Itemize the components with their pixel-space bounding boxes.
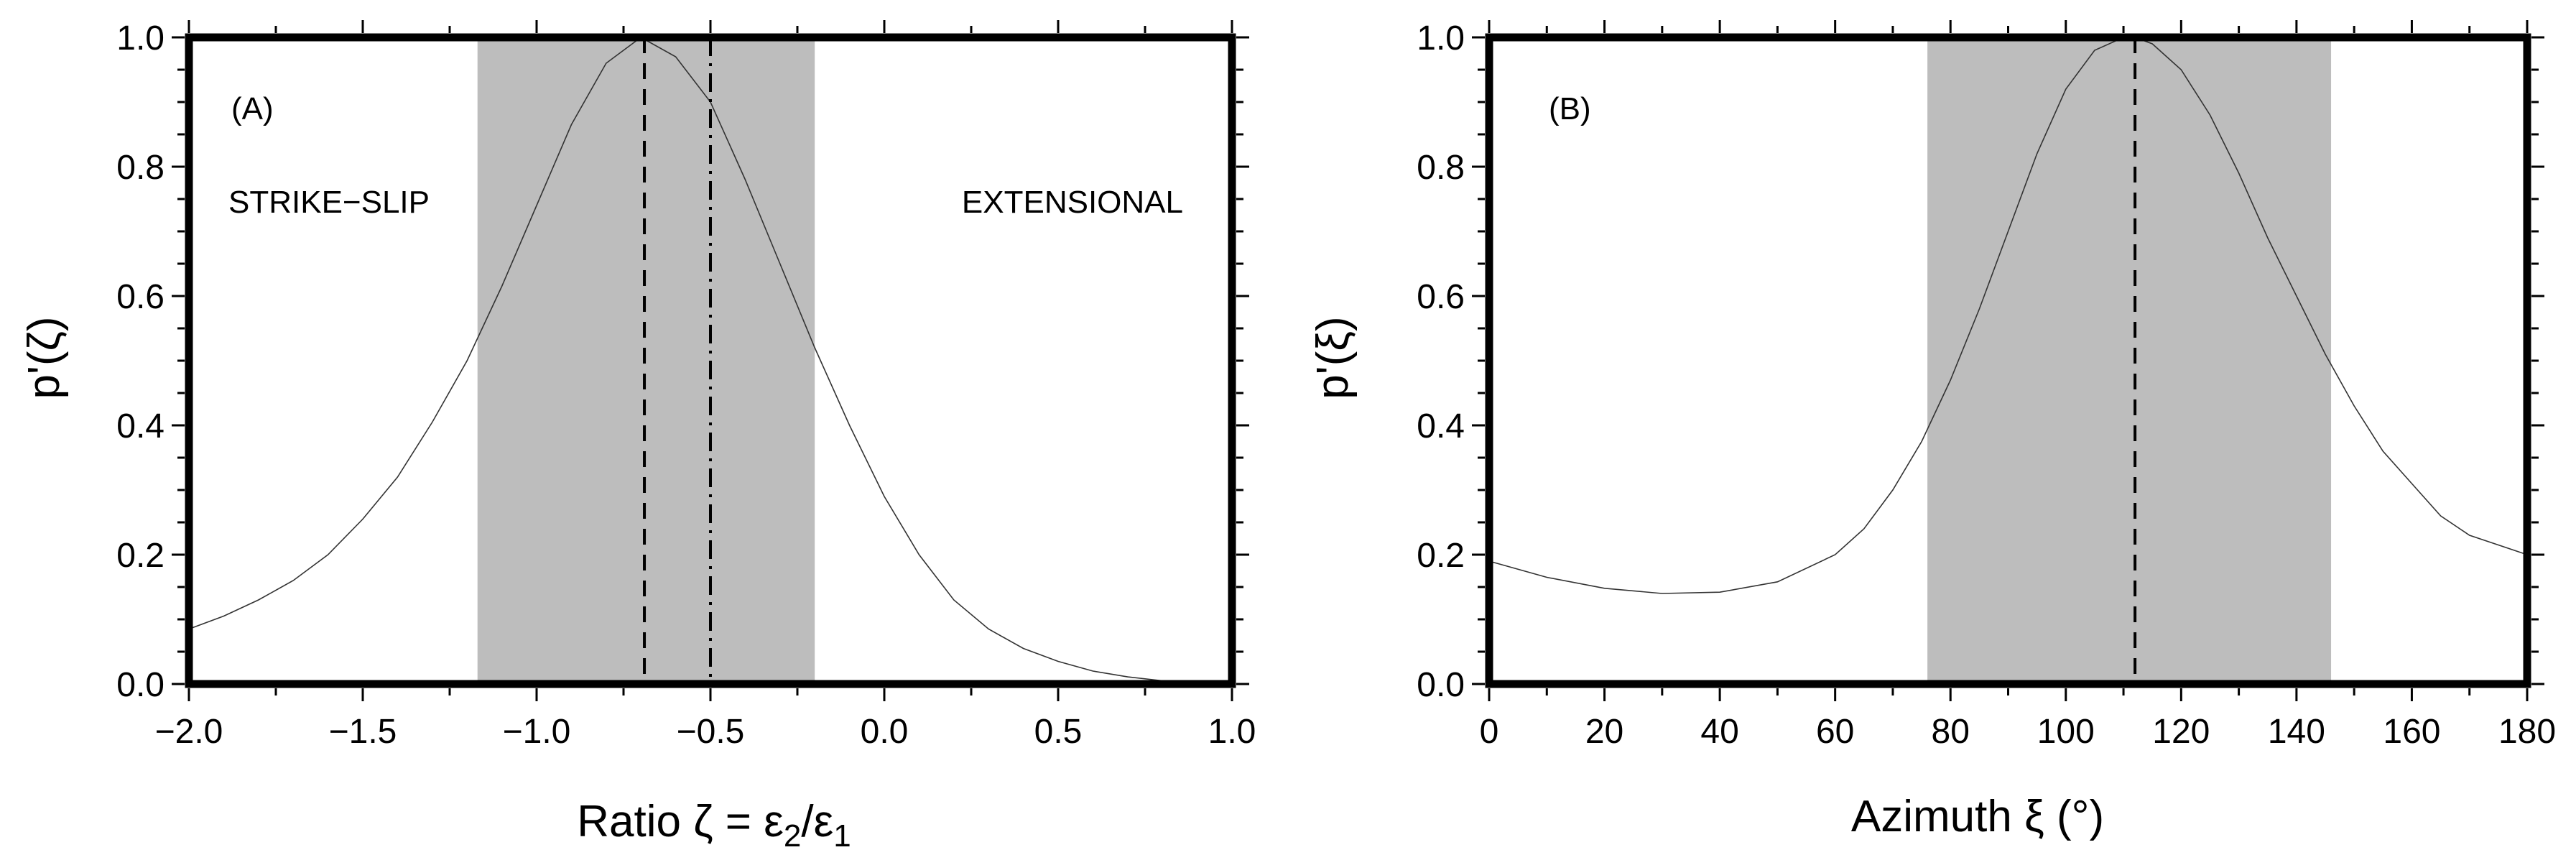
panel-a-y-tick-labels: 0.0 0.2 0.4 0.6 0.8 1.0	[116, 19, 165, 704]
y-tick-label: 1.0	[1417, 19, 1465, 57]
y-tick-label: 1.0	[116, 19, 165, 57]
panel-b-y-axis-title: p'(ξ)	[1308, 316, 1358, 399]
y-tick-label: 0.2	[116, 537, 165, 575]
y-tick-label: 0.0	[1417, 666, 1465, 704]
x-title-sub-1: 1	[833, 818, 851, 854]
x-tick-label: −0.5	[677, 713, 745, 751]
panel-b-curve	[1488, 37, 2528, 594]
y-tick-label: 0.2	[1417, 537, 1465, 575]
panel-b-label: (B)	[1549, 91, 1591, 126]
x-tick-label: 40	[1700, 713, 1738, 751]
x-tick-label: 120	[2152, 713, 2210, 751]
x-tick-label: 80	[1932, 713, 1970, 751]
y-tick-label: 0.6	[116, 278, 165, 316]
panel-b-y-tick-labels: 0.0 0.2 0.4 0.6 0.8 1.0	[1417, 19, 1465, 704]
x-title-slash: /ε	[801, 797, 833, 846]
panel-a-x-tick-labels: −2.0 −1.5 −1.0 −0.5 0.0 0.5 1.0	[155, 713, 1256, 751]
panel-a-confidence-band	[477, 37, 815, 684]
y-tick-label: 0.0	[116, 666, 165, 704]
panel-b-confidence-band	[1927, 37, 2332, 684]
panel-a-label: (A)	[231, 91, 274, 126]
x-tick-label: 20	[1585, 713, 1623, 751]
x-tick-label: 0.5	[1034, 713, 1083, 751]
panel-a-frame	[185, 33, 1236, 688]
x-tick-label: 100	[2037, 713, 2095, 751]
panel-b-x-tick-labels: 0 20 40 60 80 100 120 140 160 180	[1480, 713, 2556, 751]
x-tick-label: −1.0	[503, 713, 571, 751]
x-tick-label: −2.0	[155, 713, 223, 751]
panel-b-x-axis-title: Azimuth ξ (°)	[1851, 792, 2104, 841]
y-tick-label: 0.4	[1417, 407, 1465, 445]
x-tick-label: 180	[2498, 713, 2556, 751]
panel-b-ticks	[1472, 20, 2544, 701]
annotation-extensional: EXTENSIONAL	[962, 185, 1183, 220]
x-tick-label: 1.0	[1208, 713, 1256, 751]
x-tick-label: 160	[2383, 713, 2440, 751]
x-tick-label: 0	[1480, 713, 1499, 751]
y-tick-label: 0.4	[116, 407, 165, 445]
panel-a: −2.0 −1.5 −1.0 −0.5 0.0 0.5 1.0 0.00.20.40.60.…	[19, 19, 1256, 854]
x-title-sub-2: 2	[784, 818, 801, 854]
panel-b-frame	[1485, 33, 2531, 688]
annotation-strike-slip: STRIKE−SLIP	[228, 185, 430, 220]
x-title-prefix: Ratio ζ = ε	[577, 797, 784, 846]
panel-a-y-axis-title: p'(ζ)	[19, 317, 69, 399]
panel-a-x-axis-title: Ratio ζ = ε2/ε1	[577, 797, 851, 854]
y-tick-label: 0.8	[1417, 149, 1465, 187]
x-tick-label: 140	[2268, 713, 2325, 751]
panel-b: 0 20 40 60 80 100 120 140 160 180 0.0 0.2 0.4 0.6 0.8…	[1308, 19, 2556, 841]
y-tick-label: 0.8	[116, 149, 165, 187]
panel-a-ticks	[172, 20, 1249, 701]
x-tick-label: 0.0	[861, 713, 909, 751]
y-tick-label: 0.6	[1417, 278, 1465, 316]
x-tick-label: −1.5	[329, 713, 397, 751]
x-tick-label: 60	[1816, 713, 1854, 751]
